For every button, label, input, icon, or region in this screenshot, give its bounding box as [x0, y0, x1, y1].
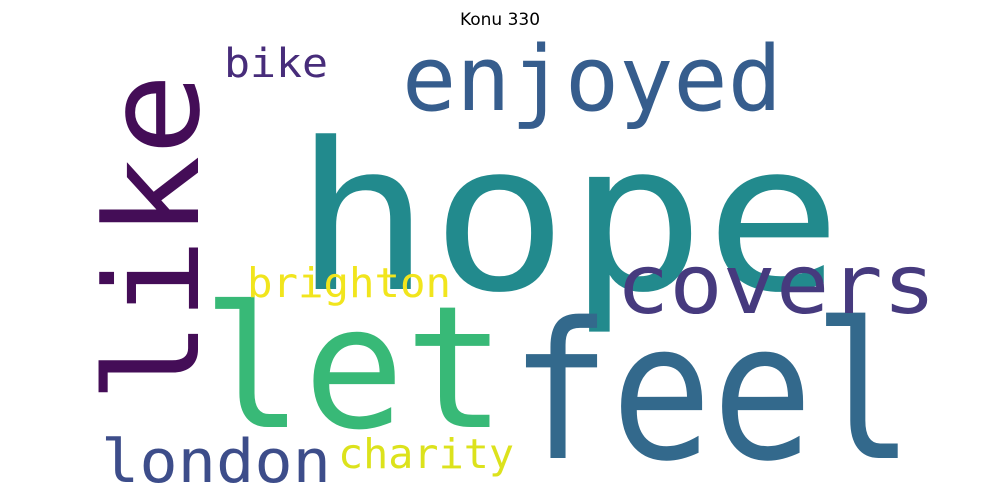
word-like: like [77, 73, 229, 403]
word-brighton: brighton [247, 259, 451, 307]
chart-title: Konu 330 [459, 10, 541, 30]
word-enjoyed: enjoyed [402, 27, 782, 132]
word-london: london [101, 427, 331, 497]
word-hope: hope [294, 100, 842, 338]
word-covers: covers [616, 238, 936, 333]
word-charity: charity [338, 430, 514, 478]
word-bike: bike [224, 41, 328, 87]
word-feel: feel [510, 282, 914, 500]
word-let: let [202, 270, 506, 468]
